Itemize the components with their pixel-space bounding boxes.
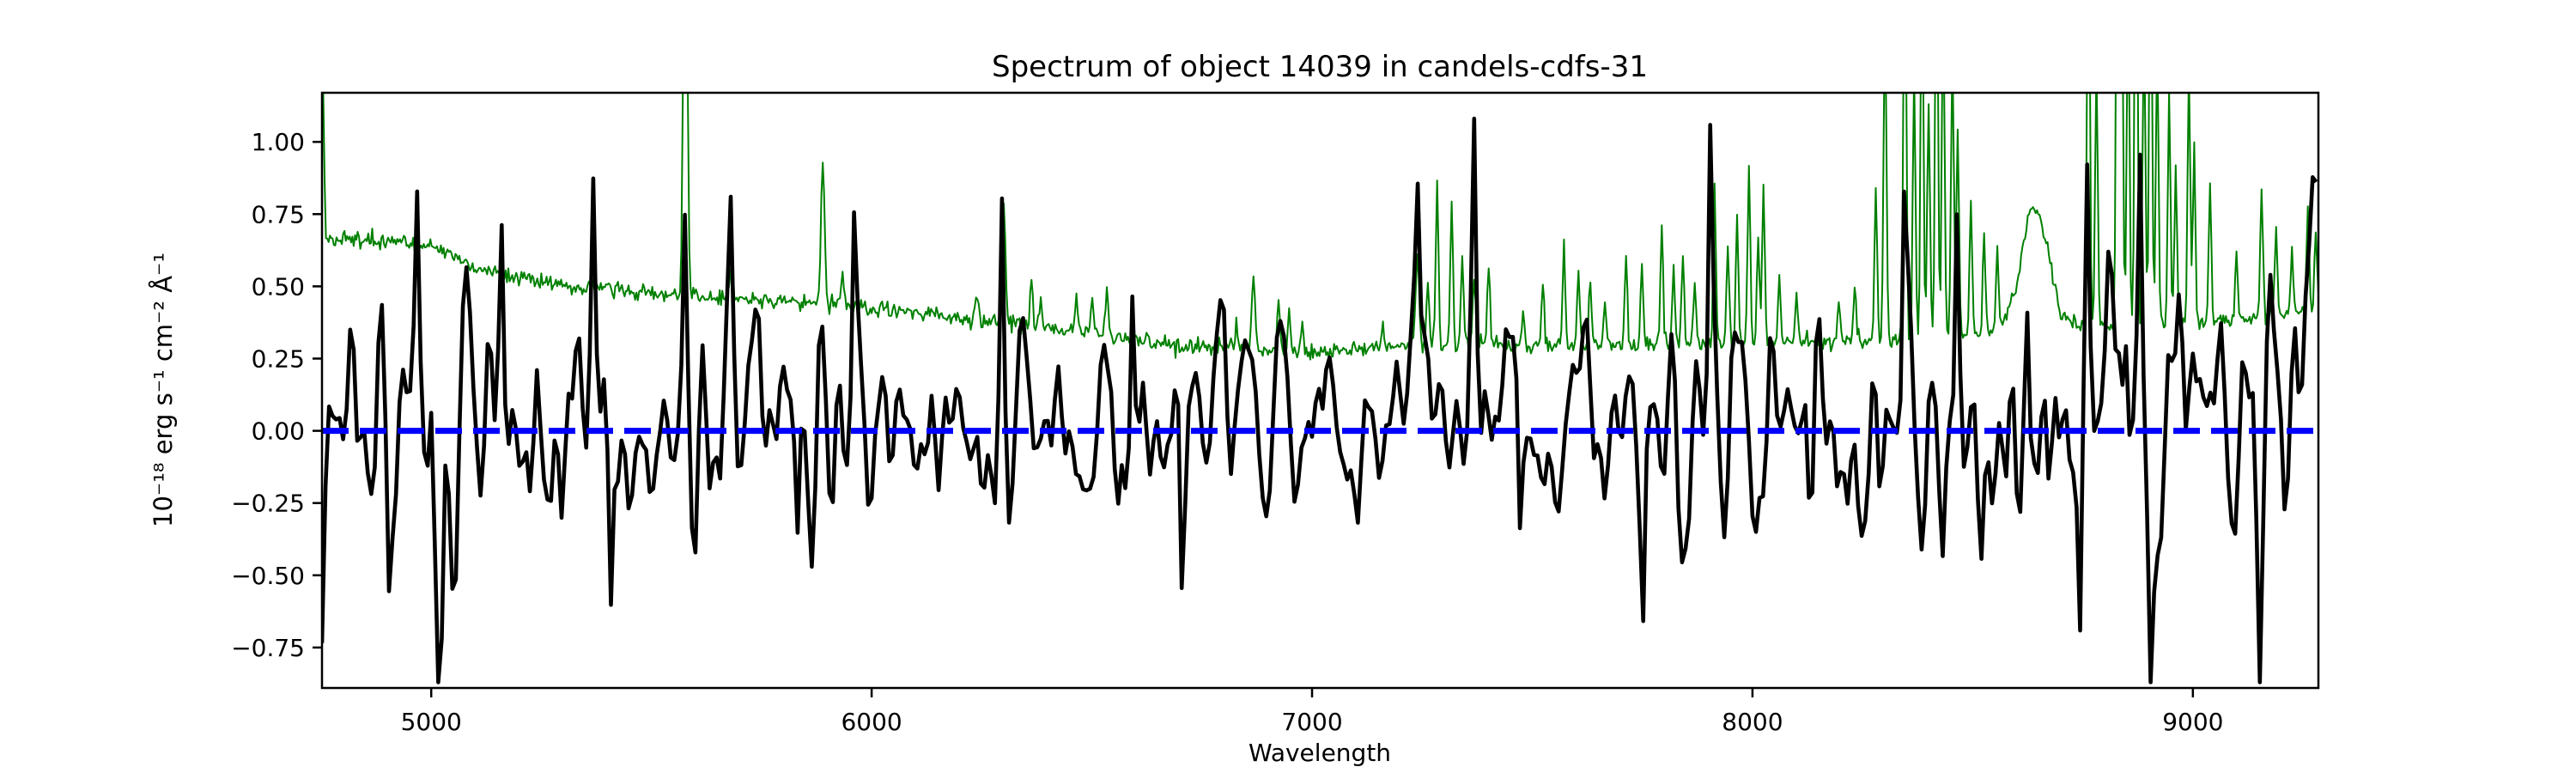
noise-spectrum-line (322, 93, 2318, 361)
data-layer (322, 93, 2318, 685)
flux-line (322, 116, 2318, 685)
chart-title: Spectrum of object 14039 in candels-cdfs… (992, 50, 1648, 84)
y-tick-label: −0.25 (231, 490, 305, 518)
x-tick-label: 6000 (841, 708, 902, 736)
y-tick-label: 0.75 (252, 200, 305, 228)
ticks-layer: 5000 6000 7000 8000 9000 1.00 0.75 0.50 0.25 0.00… (231, 128, 2223, 736)
y-axis-label: 10⁻¹⁸ erg s⁻¹ cm⁻² Å⁻¹ (149, 253, 178, 527)
x-tick-label: 9000 (2162, 708, 2223, 736)
x-axis-label: Wavelength (1249, 739, 1391, 767)
y-tick-label: 1.00 (252, 128, 305, 156)
y-tick-label: 0.25 (252, 344, 305, 373)
x-tick-label: 5000 (401, 708, 462, 736)
x-tick-label: 7000 (1281, 708, 1342, 736)
y-tick-label: 0.00 (252, 417, 305, 446)
axes-frame (320, 91, 2320, 690)
x-tick-label: 8000 (1722, 708, 1783, 736)
y-tick-label: −0.50 (231, 562, 305, 590)
y-tick-label: 0.50 (252, 272, 305, 301)
y-tick-label: −0.75 (231, 634, 305, 662)
